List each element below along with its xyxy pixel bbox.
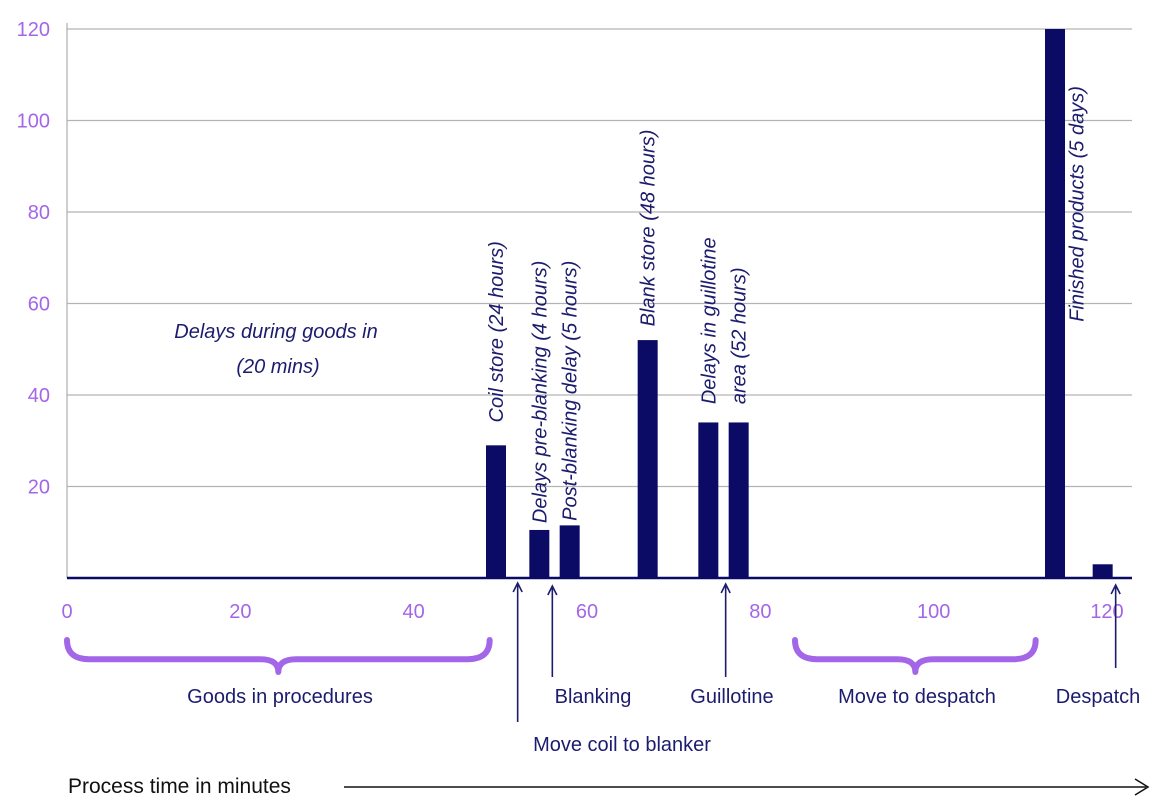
- y-tick-labels: 20 40 60 80 100 120: [17, 19, 50, 499]
- y-tick-label-100: 100: [17, 111, 50, 133]
- bar-1: [529, 529, 550, 578]
- x-axis-title-arrowhead: [1134, 778, 1150, 796]
- x-tick-label-0: 0: [61, 601, 72, 623]
- bar-4: [698, 422, 719, 578]
- phase-5-label: Despatch: [1056, 686, 1141, 708]
- phase-2-label: Blanking: [555, 686, 632, 708]
- phase-5-arrow-head: [1110, 583, 1121, 595]
- bar-7: [1092, 564, 1113, 578]
- x-tick-label-40: 40: [403, 601, 425, 623]
- bar-annotation-1: Delays pre-blanking (4 hours): [529, 261, 551, 523]
- bar-0: [486, 445, 506, 578]
- bar-annotation-0: Coil store (24 hours): [486, 241, 508, 422]
- y-tick-label-60: 60: [28, 294, 50, 316]
- y-tick-label-20: 20: [28, 477, 50, 499]
- bar-annotation-5: area (52 hours): [729, 267, 751, 404]
- bar-annotations: Coil store (24 hours) Delays pre-blanking…: [486, 86, 1089, 523]
- bar-3: [637, 340, 658, 578]
- bar-2: [559, 525, 580, 578]
- bar-annotation-6: Finished products (5 days): [1067, 86, 1089, 322]
- phase-4-label: Move to despatch: [838, 686, 996, 708]
- phase-4-brace: [792, 637, 1039, 675]
- x-tick-label-120: 120: [1090, 601, 1123, 623]
- phase-3-arrow-head: [720, 582, 731, 594]
- bars: [486, 29, 1113, 578]
- x-tick-label-60: 60: [576, 601, 598, 623]
- phase-2-arrow-head: [547, 584, 558, 596]
- process-phases: Goods in procedures Move coil to blanker B…: [64, 581, 1141, 756]
- phase-0-label: Goods in procedures: [187, 686, 373, 708]
- bar-6: [1045, 29, 1065, 578]
- gridlines: [66, 23, 1132, 578]
- bar-annotation-3: Blank store (48 hours): [638, 130, 660, 327]
- goods-in-note-line-1: Delays during goods in: [174, 321, 377, 343]
- bar-5: [728, 422, 749, 578]
- phase-0-brace: [64, 637, 493, 675]
- phase-1-arrow-head: [512, 581, 523, 593]
- y-tick-label-80: 80: [28, 202, 50, 224]
- phase-1-label: Move coil to blanker: [533, 734, 711, 756]
- y-tick-label-120: 120: [17, 19, 50, 41]
- bar-annotation-4: Delays in guillotine: [698, 237, 720, 404]
- x-tick-labels: 0 20 40 60 80 100 120: [61, 601, 1123, 623]
- bar-annotation-2: Post-blanking delay (5 hours): [560, 261, 582, 521]
- goods-in-note-line-2: (20 mins): [236, 356, 319, 378]
- phase-3-label: Guillotine: [690, 686, 773, 708]
- x-tick-label-100: 100: [917, 601, 950, 623]
- goods-in-note: Delays during goods in (20 mins): [174, 321, 377, 378]
- x-tick-label-80: 80: [749, 601, 771, 623]
- x-axis-title-group: Process time in minutes: [68, 775, 1150, 798]
- y-tick-label-40: 40: [28, 385, 50, 407]
- x-axis-title: Process time in minutes: [68, 775, 291, 798]
- x-tick-label-20: 20: [229, 601, 251, 623]
